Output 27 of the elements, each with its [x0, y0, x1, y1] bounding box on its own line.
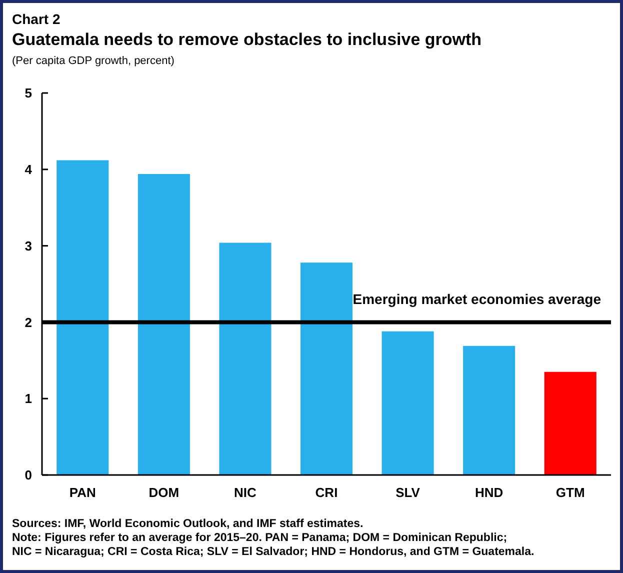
x-tick-label: PAN	[69, 485, 96, 500]
y-axis-title: (Per capita GDP growth, percent)	[12, 55, 174, 67]
chart-subtitle: Guatemala needs to remove obstacles to inclusive growth	[12, 30, 482, 49]
y-tick-label: 0	[24, 468, 32, 483]
bar	[138, 174, 190, 475]
bar	[219, 242, 272, 475]
y-tick-label: 3	[24, 238, 32, 254]
text: Note: Figures refer to an average for 2015–20. PAN = Panama; DOM = Dominican Republic;	[12, 532, 508, 544]
y-tick-label: 1	[24, 391, 32, 406]
x-tick-label: SLV	[396, 485, 420, 500]
y-tick-label: 5	[24, 86, 32, 101]
bar	[463, 346, 516, 475]
bar	[56, 160, 109, 475]
source-note: Sources: IMF, World Economic Outlook, and IMF staff estimates.	[12, 518, 364, 530]
bar	[544, 372, 596, 475]
y-tick-label: 4	[24, 162, 33, 177]
bar	[300, 262, 353, 475]
x-tick-label: NIC	[234, 485, 258, 500]
bar	[382, 331, 434, 475]
x-tick-label: DOM	[148, 485, 180, 500]
x-tick-label: CRI	[315, 485, 338, 500]
text: NIC = Nicaragua; CRI = Costa Rica; SLV = El Salvador; HND = Hondorus, and GTM = Guatemala.	[12, 546, 534, 558]
ref-line-label: Emerging market economies average	[352, 291, 602, 308]
y-tick-label: 2	[24, 314, 32, 330]
chart-title: Chart 2	[12, 11, 60, 27]
x-tick-label: GTM	[556, 485, 585, 500]
x-tick-label: HND	[474, 485, 504, 500]
